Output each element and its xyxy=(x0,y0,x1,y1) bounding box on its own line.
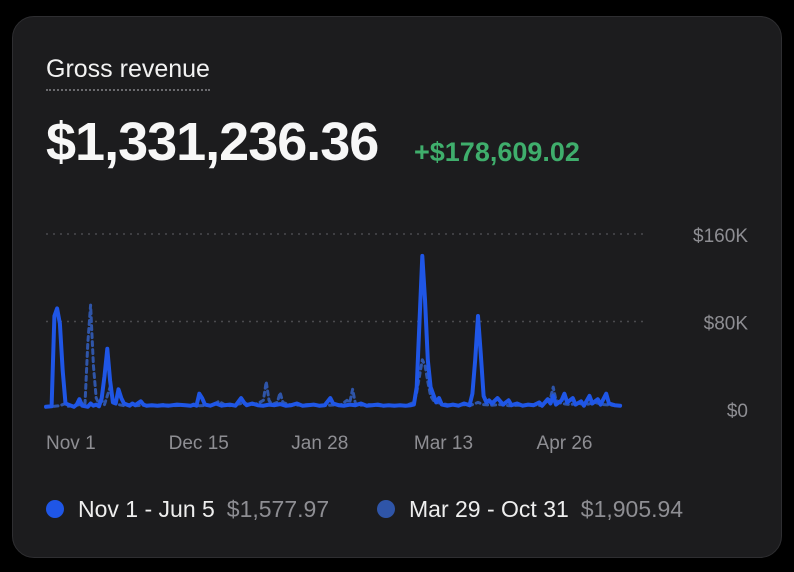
legend-label-current: Nov 1 - Jun 5 xyxy=(78,496,215,522)
card-title[interactable]: Gross revenue xyxy=(46,54,210,91)
x-tick-label: Apr 26 xyxy=(537,433,593,454)
legend-dot-current xyxy=(46,500,64,518)
gross-revenue-card xyxy=(12,16,782,558)
legend-item-current[interactable]: Nov 1 - Jun 5 $1,577.97 xyxy=(46,494,329,524)
legend-label-previous: Mar 29 - Oct 31 xyxy=(409,496,569,522)
legend-value-current: $1,577.97 xyxy=(226,496,330,522)
legend-item-previous[interactable]: Mar 29 - Oct 31 $1,905.94 xyxy=(377,494,683,524)
legend-dot-previous xyxy=(377,500,395,518)
series-lines xyxy=(44,253,623,409)
series-line-previous xyxy=(44,303,622,409)
legend-value-previous: $1,905.94 xyxy=(580,496,684,522)
y-tick-label: $80K xyxy=(704,314,749,335)
x-tick-label: Dec 15 xyxy=(169,433,229,454)
x-tick-label: Nov 1 xyxy=(46,433,96,454)
x-tick-label: Jan 28 xyxy=(291,433,348,454)
series-line-current xyxy=(44,253,623,409)
grid-lines xyxy=(46,233,648,323)
y-tick-label: $160K xyxy=(693,226,748,247)
revenue-amount: $1,331,236.36 xyxy=(46,112,379,172)
x-axis-labels: Nov 1 Dec 15 Jan 28 Mar 13 Apr 26 xyxy=(46,433,593,454)
x-tick-label: Mar 13 xyxy=(414,433,473,454)
revenue-delta: +$178,609.02 xyxy=(414,137,580,167)
y-axis-labels: $0 $80K $160K xyxy=(693,226,748,422)
y-tick-label: $0 xyxy=(727,401,748,422)
